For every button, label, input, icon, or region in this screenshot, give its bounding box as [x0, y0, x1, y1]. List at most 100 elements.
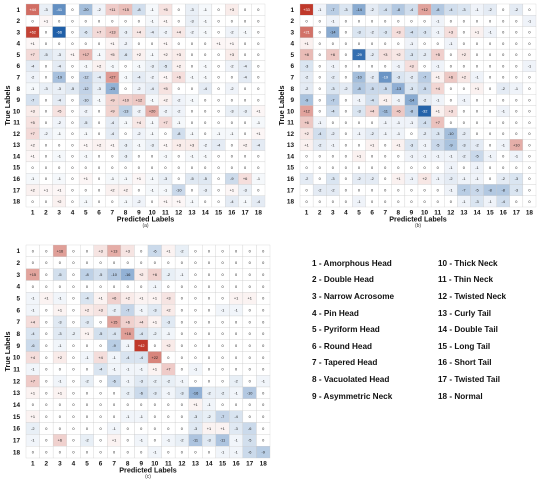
- cell-value-label: -1: [397, 97, 400, 102]
- cell-value-label: -4: [257, 199, 261, 204]
- cell-value-label: 0: [45, 248, 48, 253]
- y-axis-title: True Labels: [3, 86, 12, 126]
- cell-value-label: 0: [410, 18, 413, 23]
- cell-value-label: 0: [98, 154, 101, 159]
- cell-value-label: 0: [154, 260, 157, 265]
- cell-value-label: 0: [58, 41, 61, 46]
- cell-value-label: 0: [332, 120, 335, 125]
- cell-value-label: 0: [249, 272, 252, 277]
- cell-value-label: 0: [217, 18, 220, 23]
- cell-value-label: -1: [124, 176, 127, 181]
- cell-value-label: -5: [383, 86, 386, 91]
- cell-value-label: 0: [515, 120, 518, 125]
- cell-value-label: 0: [86, 343, 89, 348]
- cell-value-label: 0: [319, 97, 322, 102]
- cell-value-label: -1: [257, 176, 260, 181]
- x-tick-label: 11: [434, 210, 441, 217]
- cell-value-label: 0: [384, 41, 387, 46]
- panel-caption: (b): [415, 223, 421, 229]
- cell-value-label: -6: [248, 426, 251, 431]
- cell-value-label: +42: [138, 343, 145, 348]
- cell-value-label: +1: [230, 187, 234, 192]
- cell-value-label: +6: [112, 296, 116, 301]
- cell-value-label: 0: [113, 402, 116, 407]
- y-tick-label: 8: [290, 86, 294, 93]
- cell-value-label: +62: [29, 30, 36, 35]
- cell-value-label: 0: [463, 18, 466, 23]
- cell-value-label: +10: [122, 97, 129, 102]
- cell-value-label: +1: [247, 296, 251, 301]
- cell-value-label: +2: [422, 176, 426, 181]
- cell-value-label: 0: [249, 367, 252, 372]
- cell-value-label: 0: [371, 120, 374, 125]
- y-tick-label: 9: [16, 97, 20, 104]
- cell-value-label: 0: [32, 449, 35, 454]
- cell-value-label: +4: [370, 109, 375, 114]
- cell-value-label: +1: [234, 296, 238, 301]
- cell-value-label: 0: [262, 296, 265, 301]
- cell-value-label: 0: [181, 426, 184, 431]
- cell-value-label: +1: [435, 109, 439, 114]
- cell-value-label: 0: [45, 355, 48, 360]
- cell-value-label: 0: [85, 18, 88, 23]
- cell-value-label: -1: [31, 307, 34, 312]
- cell-value-label: -3: [164, 176, 167, 181]
- cell-value-label: 0: [217, 63, 220, 68]
- cell-value-label: 0: [437, 187, 440, 192]
- cell-value-label: +9: [110, 97, 114, 102]
- cell-value-label: 0: [71, 187, 74, 192]
- cell-value-label: -3: [124, 154, 127, 159]
- cell-value-label: +1: [396, 176, 400, 181]
- cell-value-label: -3: [58, 331, 61, 336]
- cell-value-label: -4: [204, 86, 208, 91]
- cell-value-label: 0: [528, 131, 531, 136]
- cell-value-label: 0: [45, 402, 48, 407]
- cell-value-label: -2: [31, 426, 34, 431]
- cell-value-label: 0: [235, 355, 238, 360]
- cell-value-label: 0: [181, 284, 184, 289]
- y-tick-label: 9: [290, 97, 294, 104]
- cell-value-label: -1: [397, 120, 400, 125]
- cell-value-label: 0: [204, 120, 207, 125]
- x-tick-label: 8: [126, 461, 130, 468]
- cell-value-label: 0: [32, 260, 35, 265]
- cell-value-label: -4: [85, 296, 89, 301]
- cell-value-label: -6: [153, 248, 156, 253]
- cell-value-label: 0: [194, 284, 197, 289]
- x-tick-label: 15: [487, 210, 495, 217]
- cell-value-label: -5: [204, 176, 207, 181]
- legend-entry: 15 - Long Tail: [438, 341, 491, 351]
- cell-value-label: +6: [396, 109, 400, 114]
- cell-value-label: 0: [384, 142, 387, 147]
- panel-caption: (a): [142, 223, 148, 229]
- cell-value-label: +1: [163, 199, 167, 204]
- cell-value-label: +3: [409, 63, 413, 68]
- cell-value-label: 0: [257, 7, 260, 12]
- cell-value-label: 0: [140, 284, 143, 289]
- cell-value-label: -1: [153, 284, 156, 289]
- cell-value-label: -1: [180, 272, 183, 277]
- cell-value-label: 0: [515, 165, 518, 170]
- cell-value-label: -5: [436, 142, 439, 147]
- cell-value-label: 0: [45, 367, 48, 372]
- cell-value-label: +2: [57, 199, 61, 204]
- cell-value-label: +1: [44, 187, 48, 192]
- cell-value-label: 0: [194, 248, 197, 253]
- cell-value-label: +2: [58, 355, 62, 360]
- cell-value-label: +6: [125, 319, 129, 324]
- cell-value-label: -3: [153, 307, 156, 312]
- cell-value-label: -1: [153, 449, 156, 454]
- cell-value-label: 0: [98, 131, 101, 136]
- cell-value-label: +1: [58, 307, 62, 312]
- cell-value-label: 0: [113, 284, 116, 289]
- cell-value-label: 0: [231, 97, 234, 102]
- cell-value-label: 0: [124, 131, 127, 136]
- cell-value-label: 0: [528, 120, 531, 125]
- cell-value-label: -16: [193, 390, 199, 395]
- cell-value-label: -1: [150, 18, 153, 23]
- cell-value-label: +1: [153, 367, 157, 372]
- cell-value-label: 0: [45, 109, 48, 114]
- cell-value-label: 0: [194, 319, 197, 324]
- cell-value-label: 0: [113, 449, 116, 454]
- cell-value-label: -3: [150, 142, 153, 147]
